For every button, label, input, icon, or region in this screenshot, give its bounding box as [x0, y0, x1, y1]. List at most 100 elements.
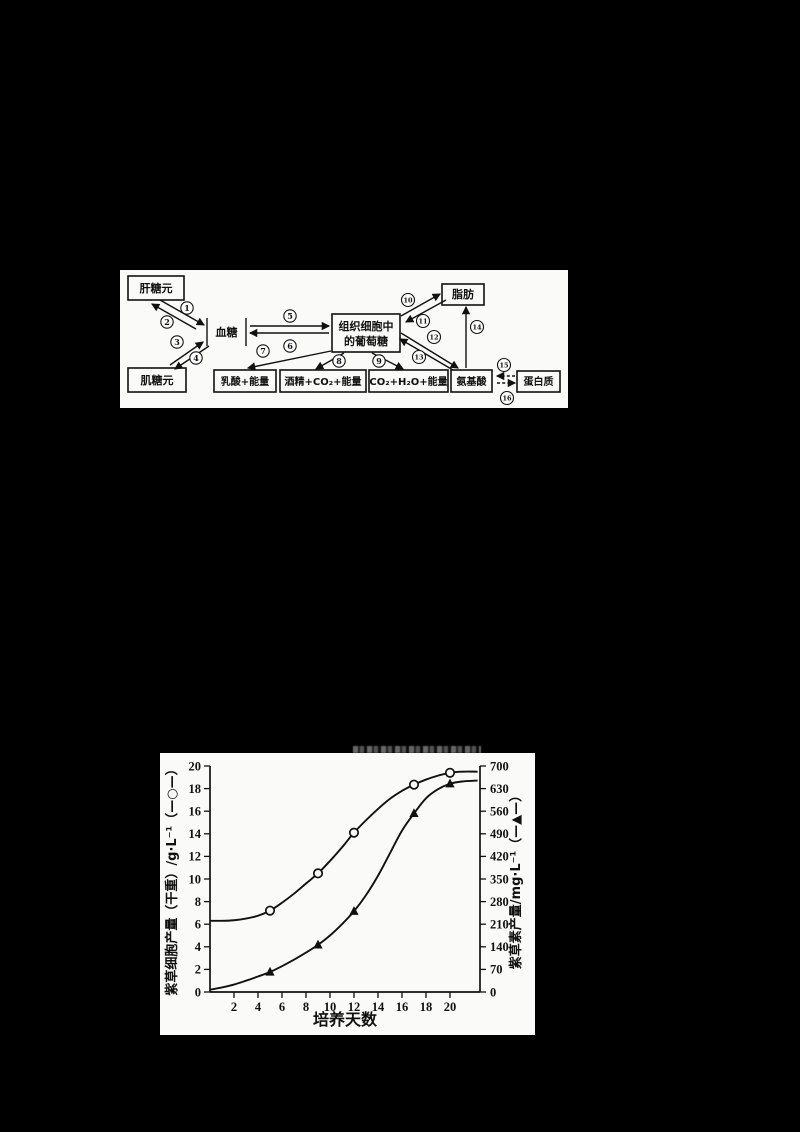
arrow-tissue-to-amino — [400, 332, 459, 369]
circle-marker — [408, 779, 420, 790]
step-badge-2: 2 — [160, 315, 174, 329]
svg-text:210: 210 — [490, 918, 509, 932]
clipped-caption-fragment — [353, 746, 481, 753]
amino-acid-label: 氨基酸 — [457, 375, 488, 388]
step-badge-3: 3 — [170, 335, 184, 349]
svg-text:350: 350 — [490, 872, 509, 886]
svg-text:140: 140 — [490, 940, 509, 954]
step-7: 7 — [260, 346, 266, 356]
node-muscle-glycogen: 肌糖元 — [127, 367, 187, 393]
node-co2-h2o-energy: CO₂+H₂O+能量 — [368, 369, 449, 393]
muscle-glycogen-label: 肌糖元 — [140, 373, 174, 387]
arrow-fat-to-tissue — [405, 299, 447, 323]
triangle-marker — [445, 778, 455, 788]
node-blood-sugar: 血糖 — [206, 318, 247, 346]
svg-text:70: 70 — [490, 963, 503, 977]
protein-label: 蛋白质 — [524, 375, 554, 388]
step-badge-10: 10 — [400, 292, 416, 308]
step-badge-6: 6 — [283, 339, 297, 353]
tissue-glucose-label-line1: 组织细胞中 — [339, 319, 394, 333]
svg-text:16: 16 — [396, 1000, 409, 1014]
triangle-marker — [349, 906, 359, 915]
growth-chart-panel: 0 2 4 6 8 10 12 14 16 18 20 0 70 140 210 280 350 420 490 56… — [160, 753, 535, 1035]
svg-text:2: 2 — [231, 1000, 237, 1014]
arrow-muscle-to-blood — [169, 341, 204, 366]
step-12: 12 — [429, 334, 438, 342]
svg-text:18: 18 — [420, 1000, 433, 1014]
node-liver-glycogen: 肝糖元 — [127, 275, 185, 301]
step-badge-15: 15 — [496, 357, 512, 373]
svg-text:8: 8 — [195, 895, 201, 909]
svg-text:16: 16 — [189, 805, 202, 819]
step-9: 9 — [376, 356, 382, 366]
growth-chart: 0246810121416182007014021028035042049056… — [164, 759, 524, 1029]
svg-text:20: 20 — [189, 759, 202, 773]
step-3: 3 — [174, 337, 180, 347]
step-badge-13: 13 — [411, 349, 427, 365]
svg-text:4: 4 — [255, 1000, 262, 1014]
step-badge-9: 9 — [372, 354, 386, 368]
curve-triangle — [209, 779, 478, 991]
blood-sugar-label: 血糖 — [216, 325, 238, 339]
step-badge-8: 8 — [332, 354, 346, 368]
circle-marker — [348, 827, 360, 838]
svg-text:6: 6 — [279, 1000, 285, 1014]
arrow-tissue-to-fat — [400, 293, 441, 317]
svg-text:8: 8 — [303, 1000, 309, 1014]
liver-glycogen-label: 肝糖元 — [140, 281, 173, 295]
arrow-amino-to-tissue — [399, 338, 454, 371]
tissue-glucose-label-line2: 的葡萄糖 — [344, 334, 388, 348]
node-tissue-glucose: 组织细胞中 的葡萄糖 — [331, 313, 401, 353]
svg-text:0: 0 — [195, 985, 201, 999]
data-curves — [209, 767, 478, 991]
node-lactate-energy: 乳酸+能量 — [213, 369, 277, 393]
step-5: 5 — [287, 311, 293, 321]
alcohol-co2-energy-label: 酒精+CO₂+能量 — [285, 375, 362, 388]
svg-text:280: 280 — [490, 895, 509, 909]
svg-text:6: 6 — [195, 918, 201, 932]
svg-text:630: 630 — [490, 782, 509, 796]
svg-text:700: 700 — [490, 759, 509, 773]
fat-label: 脂肪 — [451, 287, 474, 301]
node-amino-acid: 氨基酸 — [450, 369, 493, 393]
node-protein: 蛋白质 — [516, 370, 561, 393]
step-badge-1: 1 — [180, 301, 194, 315]
left-axis-label: 紫草细胞产量（干重）/g·L⁻¹（—○—） — [164, 762, 180, 995]
circle-marker — [444, 767, 456, 778]
curve-circle — [209, 770, 478, 922]
svg-text:560: 560 — [490, 805, 509, 819]
step-badge-14: 14 — [469, 319, 485, 335]
step-badge-16: 16 — [499, 390, 515, 406]
step-badge-11: 11 — [415, 313, 431, 329]
triangle-marker — [313, 939, 323, 949]
lactate-energy-label: 乳酸+能量 — [221, 375, 269, 388]
step-14: 14 — [472, 324, 482, 332]
right-axis-label: 紫草素产量/mg·L⁻¹（—▲—） — [508, 789, 524, 969]
svg-text:490: 490 — [490, 827, 509, 841]
svg-text:14: 14 — [189, 827, 202, 841]
svg-text:12: 12 — [348, 1000, 361, 1014]
step-4: 4 — [193, 353, 199, 363]
svg-text:4: 4 — [195, 940, 202, 954]
arrow-to-lactate — [246, 350, 332, 371]
step-badge-4: 4 — [189, 351, 203, 365]
step-16: 16 — [502, 395, 512, 403]
svg-text:0: 0 — [490, 985, 496, 999]
arrow-blood-to-liver — [151, 303, 197, 330]
metabolism-diagram-panel: 肝糖元 肌糖元 血糖 组织细胞中 的葡萄糖 脂肪 乳酸+ — [120, 270, 568, 408]
triangle-marker — [265, 966, 275, 976]
step-10: 10 — [403, 297, 413, 305]
svg-text:10: 10 — [324, 1000, 337, 1014]
svg-text:12: 12 — [189, 850, 202, 864]
step-badge-5: 5 — [283, 309, 297, 323]
node-alcohol-co2-energy: 酒精+CO₂+能量 — [279, 369, 367, 393]
step-badge-12: 12 — [426, 329, 442, 345]
step-6: 6 — [287, 341, 293, 351]
svg-text:10: 10 — [189, 872, 202, 886]
step-8: 8 — [336, 356, 342, 366]
svg-text:18: 18 — [189, 782, 202, 796]
step-13: 13 — [414, 354, 424, 362]
svg-text:14: 14 — [372, 1000, 385, 1014]
circle-marker — [264, 905, 276, 916]
